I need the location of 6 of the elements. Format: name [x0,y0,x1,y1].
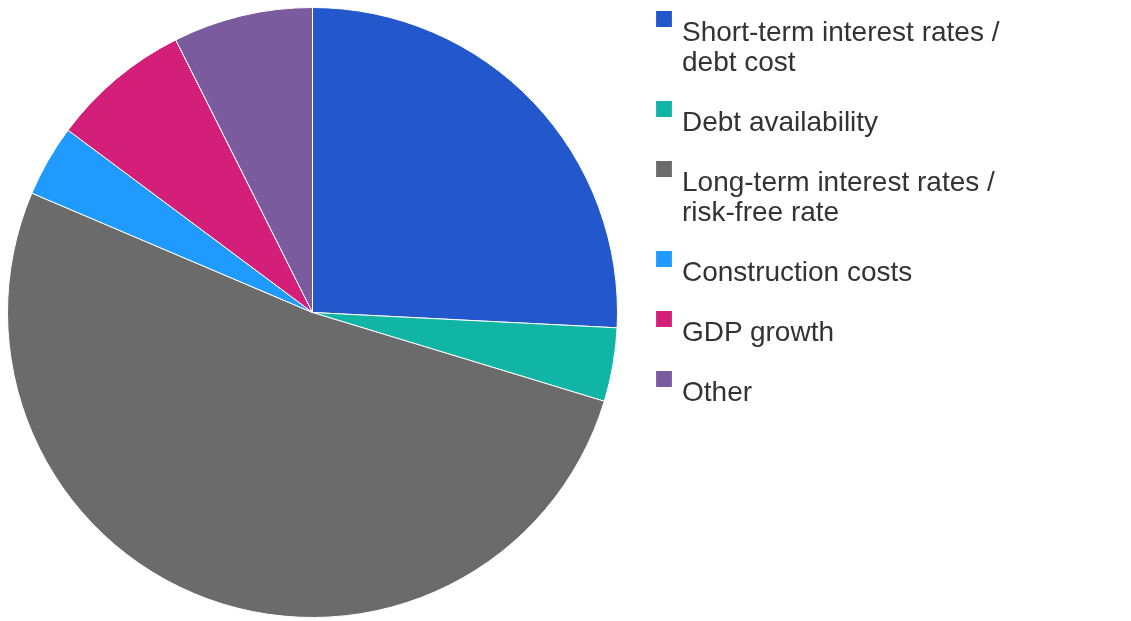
legend-label: Debt availability [682,106,879,137]
legend-label: Long-term interest rates / risk-free rate [682,166,996,227]
legend-label: GDP growth [682,316,834,347]
legend-label: Other [682,376,753,407]
legend-label: Short-term interest rates / debt cost [682,16,1000,77]
legend-label: Construction costs [682,256,913,287]
